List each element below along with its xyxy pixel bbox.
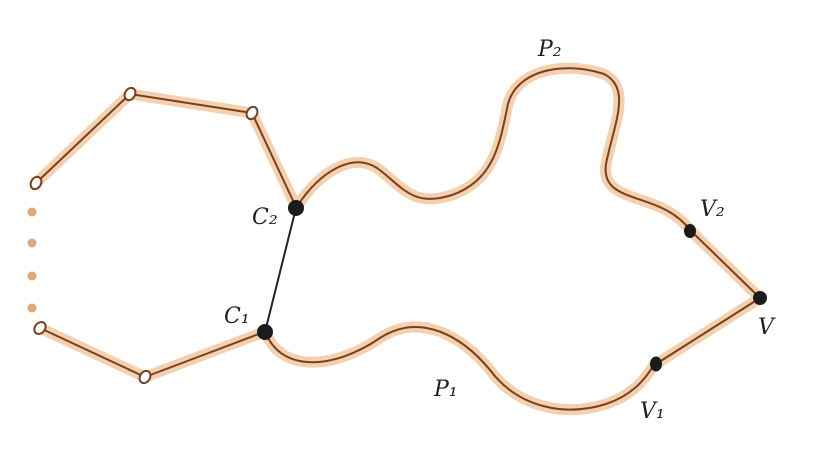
ellipsis-dot [27,271,37,281]
hollow-vertex [138,369,152,385]
label-c1: C₁ [224,304,250,329]
edge-v2-v [689,229,761,299]
vertex-v1 [650,356,662,372]
ellipsis-dot [27,303,37,313]
ellipsis-dot [27,238,37,248]
ellipsis-dots [27,207,37,313]
hollow-vertex [245,105,259,121]
hollow-vertex [123,86,137,102]
label-c2: C₂ [252,205,278,230]
path-p2-halo [292,62,696,236]
label-v2: V₂ [700,197,725,222]
cycle-edge-1 [35,93,131,184]
cycle [27,88,302,383]
vertex-c2 [288,200,304,216]
cycle-edge-2 [129,93,253,114]
ellipsis-dot [27,207,37,217]
label-p1: P₁ [433,377,458,402]
vertex-c1 [257,324,273,340]
label-v1: V₁ [640,399,665,424]
edge-v1-v [655,297,761,365]
chord-c1-c2 [264,207,297,333]
cycle-edge-5 [144,331,265,378]
hollow-vertex [33,321,47,335]
label-v: V [758,315,776,340]
cycle-edge-3 [251,112,297,208]
path-p1-halo [260,321,661,415]
vertex-v [753,291,767,305]
vertex-v2 [684,224,696,238]
path-p2 [297,67,691,231]
cycle-edge-4 [39,327,146,378]
label-p2: P₂ [537,37,562,62]
path-p1 [265,326,656,411]
hollow-vertex [29,175,43,191]
